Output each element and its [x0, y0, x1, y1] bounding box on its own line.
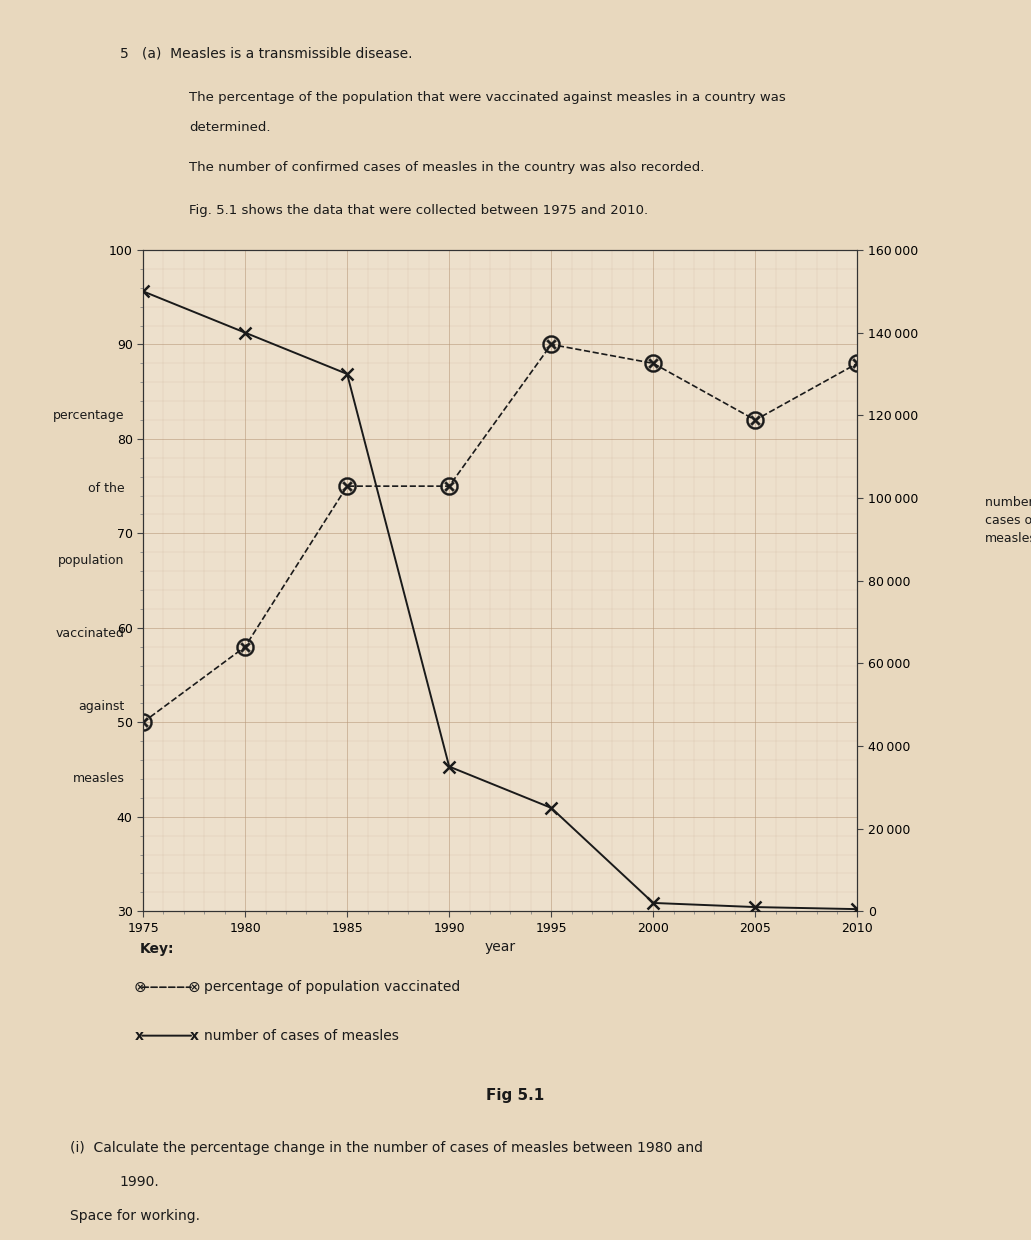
percentage of population vaccinated — [239, 640, 252, 655]
Text: 5   (a)  Measles is a transmissible disease.: 5 (a) Measles is a transmissible disease… — [120, 47, 412, 61]
Text: Space for working.: Space for working. — [70, 1209, 200, 1224]
Text: Fig 5.1: Fig 5.1 — [487, 1087, 544, 1104]
Text: of the: of the — [88, 481, 125, 495]
Text: number of cases of measles: number of cases of measles — [204, 1029, 399, 1043]
Text: x: x — [135, 1029, 144, 1043]
Text: (i)  Calculate the percentage change in the number of cases of measles between 1: (i) Calculate the percentage change in t… — [70, 1141, 703, 1156]
Line: percentage of population vaccinated: percentage of population vaccinated — [134, 336, 866, 732]
number of cases of measles — [137, 284, 149, 299]
Text: vaccinated: vaccinated — [56, 627, 125, 640]
number of cases of measles — [239, 325, 252, 340]
number of cases of measles — [545, 801, 558, 816]
percentage of population vaccinated — [852, 356, 864, 371]
number of cases of measles — [443, 759, 456, 774]
percentage of population vaccinated — [341, 479, 354, 494]
Text: number of
cases of
measles: number of cases of measles — [985, 496, 1031, 546]
percentage of population vaccinated — [647, 356, 660, 371]
Text: against: against — [78, 699, 125, 713]
Text: percentage of population vaccinated: percentage of population vaccinated — [204, 980, 460, 994]
number of cases of measles — [750, 900, 762, 915]
number of cases of measles — [852, 901, 864, 916]
Text: Key:: Key: — [139, 941, 174, 956]
Text: x: x — [190, 1029, 198, 1043]
Text: measles: measles — [73, 773, 125, 785]
Text: The number of confirmed cases of measles in the country was also recorded.: The number of confirmed cases of measles… — [189, 161, 704, 175]
percentage of population vaccinated — [137, 714, 149, 729]
percentage of population vaccinated — [443, 479, 456, 494]
Text: The percentage of the population that were vaccinated against measles in a count: The percentage of the population that we… — [189, 92, 786, 104]
Text: population: population — [59, 554, 125, 567]
X-axis label: year: year — [485, 940, 516, 954]
percentage of population vaccinated — [545, 337, 558, 352]
Text: 1990.: 1990. — [120, 1176, 160, 1189]
Text: $\otimes$: $\otimes$ — [188, 980, 200, 994]
Text: $\otimes$: $\otimes$ — [133, 980, 146, 994]
Text: determined.: determined. — [189, 120, 270, 134]
number of cases of measles — [647, 895, 660, 910]
number of cases of measles — [341, 367, 354, 382]
Line: number of cases of measles: number of cases of measles — [137, 285, 863, 915]
Text: Fig. 5.1 shows the data that were collected between 1975 and 2010.: Fig. 5.1 shows the data that were collec… — [189, 203, 648, 217]
Text: percentage: percentage — [54, 409, 125, 422]
percentage of population vaccinated — [750, 413, 762, 428]
